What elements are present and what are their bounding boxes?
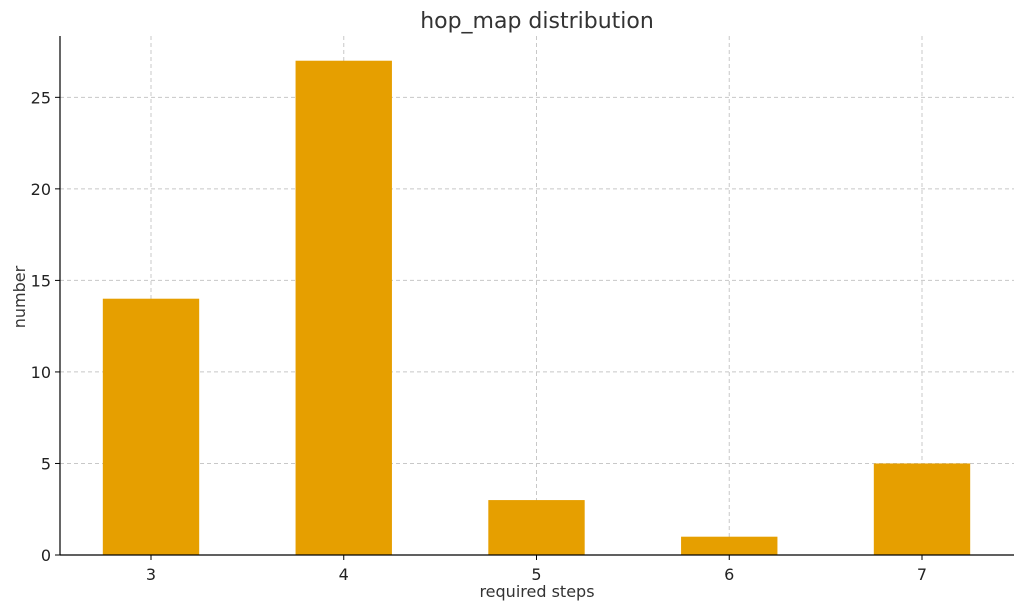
x-axis-label: required steps xyxy=(479,582,594,601)
bar-3 xyxy=(102,298,200,555)
x-tick-label: 3 xyxy=(146,565,156,584)
bar-4 xyxy=(295,60,392,555)
y-tick-label: 5 xyxy=(41,454,51,473)
y-axis-label: number xyxy=(10,265,29,328)
bar-5 xyxy=(488,500,585,555)
chart-title: hop_map distribution xyxy=(420,9,654,34)
x-tick-label: 4 xyxy=(339,565,349,584)
grid-layer xyxy=(60,36,1014,556)
x-tick-label: 5 xyxy=(531,565,541,584)
bars-layer xyxy=(102,60,971,555)
y-tick-label: 15 xyxy=(31,271,51,290)
bar-7 xyxy=(873,463,971,555)
y-tick-label: 25 xyxy=(31,88,51,107)
y-tick-label: 10 xyxy=(31,363,51,382)
x-tick-label: 7 xyxy=(917,565,927,584)
x-tick-label: 6 xyxy=(724,565,734,584)
y-tick-label: 0 xyxy=(41,546,51,565)
ticks-layer: 0 5 10 15 20 25 3 4 5 6 7 xyxy=(31,88,927,584)
bar-6 xyxy=(681,536,778,555)
y-tick-label: 20 xyxy=(31,180,51,199)
